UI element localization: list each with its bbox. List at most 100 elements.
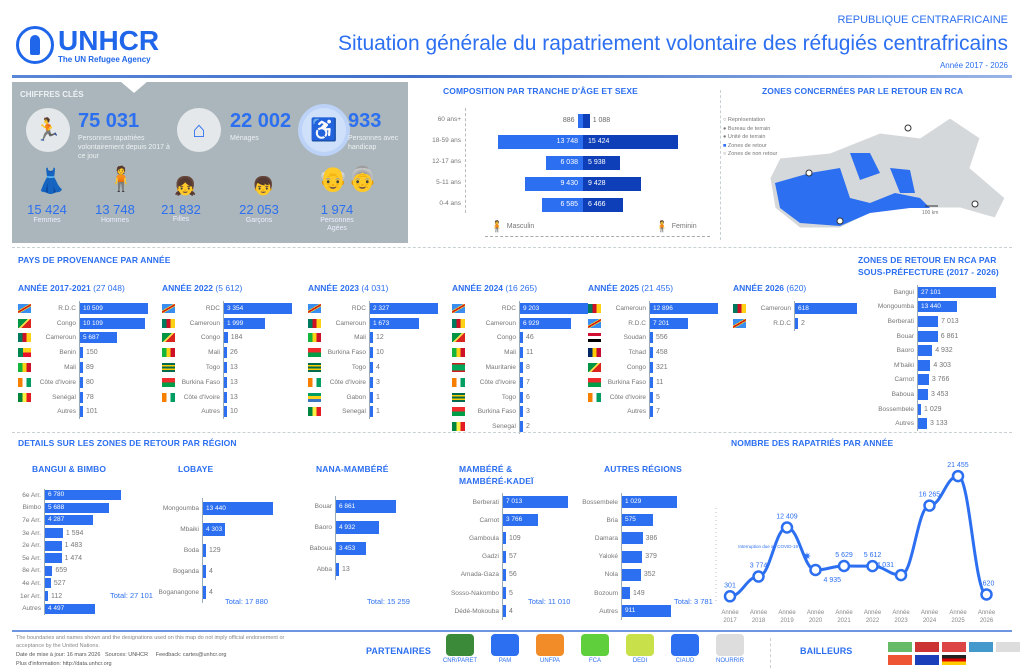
representation-marker[interactable] [836,217,844,225]
data-point[interactable] [809,563,822,577]
bar-label: Baoro [314,524,332,531]
data-label: 3 774 [750,563,768,570]
wheelchair-icon: ♿ [302,108,346,152]
bar-label: Autres [57,408,76,416]
axis-line [502,602,503,621]
congo-flag-icon [18,318,31,328]
region-total: Total: 3 781 [674,597,713,606]
rca-map[interactable] [720,98,1020,238]
elderly-icon: 👴👵 [318,166,378,193]
axis-line [44,489,45,502]
axis-line [202,519,203,540]
bar-value: 618 [798,304,809,312]
bar-label: Cameroun [760,304,791,312]
data-point[interactable] [837,559,851,573]
axis-line [335,559,336,580]
org-name: UNHCR [58,24,160,56]
period-label: Année 2017 - 2026 [939,61,1008,70]
data-point[interactable] [894,568,908,582]
bar-value: 57 [509,553,517,561]
household-icon: ⌂ [177,108,221,152]
bar-value: 56 [509,571,517,579]
bar [80,376,83,388]
bar [520,332,523,344]
bar-label: Mali [504,349,516,357]
bar-row-mongoumba: Mongoumba 13 440 [855,299,957,315]
female-value: 9 428 [588,180,606,187]
bar: 5 687 [80,332,117,344]
bar-label: R.D.C [58,304,76,312]
return-zones [775,168,930,226]
year-block-title: ANNÉE 2017-2021 (27 048) [18,283,125,293]
r-d-c-flag-icon [588,318,601,328]
data-point[interactable] [780,521,794,534]
data-label: 5 629 [835,552,853,559]
bar-value: 5 688 [48,503,65,511]
bar: 7 201 [650,317,688,329]
bar [336,563,339,576]
bar [370,347,373,359]
girls-value: 21 832 [161,202,201,217]
returnee-icon: 🏃 [26,108,70,152]
key-figures-panel: CHIFFRES CLÉS 🏃 75 031 Personnes rapatri… [12,81,408,243]
axis-line [79,389,80,405]
bar [370,391,373,403]
data-point[interactable] [951,469,965,483]
bar-label: Senegal [342,408,366,416]
partner-name: DEDI [632,658,648,664]
covid-annotation: Interruption due au COVID-19 [738,544,798,549]
bar [370,406,373,418]
bar [224,332,228,344]
partner-name: NOURRIR [716,658,744,664]
bar-row-congo: Congo 10 109 [18,315,146,331]
bar-label: Baboua [891,390,914,398]
axis-line [649,345,650,361]
bar: 6 929 [520,317,572,329]
bar-row-bangui: Bangui 27 101 [855,285,996,300]
region-total: Total: 15 259 [367,597,410,606]
axis-line [44,552,45,565]
field-office-marker[interactable] [904,124,912,132]
partner-unfpa: UNFPA [530,634,570,664]
bar-label: Mauritanie [485,364,516,372]
senegal-flag-icon [308,407,321,417]
axis-line [369,404,370,420]
boys-label: Garçons [245,217,273,224]
donor-logo [969,642,993,652]
bar-row-mongoumba: Mongoumba 13 440 [145,498,273,519]
data-point[interactable] [723,590,737,603]
cote-d-ivoire-flag-icon [308,377,321,387]
data-point[interactable] [752,570,765,583]
bar-row-amada-gaza: Amada-Gaza 56 [440,565,517,584]
bar-value: 6 [526,393,530,401]
bar-value: 1 999 [227,319,244,327]
bar [224,362,227,374]
axis-line [223,360,224,375]
data-point[interactable] [980,588,993,601]
data-point[interactable] [923,499,936,512]
x-tick-label: Année 2026 [978,610,996,624]
x-tick-label: Année 2020 [807,610,825,624]
bar-label: RDC [501,304,516,312]
bar-value: 911 [625,607,636,615]
bar [224,376,227,388]
bar-value: 575 [625,516,636,524]
bar-value: 1 673 [373,319,390,327]
region-title-bangui-bimbo: BANGUI & BIMBO [32,464,107,474]
bar [622,587,630,600]
more-info-link[interactable]: Plus d'information: http://data.unhcr.or… [16,661,112,667]
bar-value: 352 [643,571,656,579]
data-point[interactable] [866,559,879,573]
field-office-marker[interactable] [805,169,813,177]
bar-row-r-d-c: R.D.C 10 509 [18,301,148,316]
bar-label: Boda [183,547,199,554]
axis-line [223,375,224,390]
field-office-marker[interactable] [971,200,979,208]
partner-name: PAM [498,658,512,664]
bar [80,347,83,359]
senegal-flag-icon [18,392,31,402]
bar-value: 89 [86,364,94,372]
bar: 2 327 [370,302,438,314]
bar-row-baoro: Baoro 4 932 [855,343,953,358]
bar-row-gamboula: Gamboula 109 [440,529,521,548]
